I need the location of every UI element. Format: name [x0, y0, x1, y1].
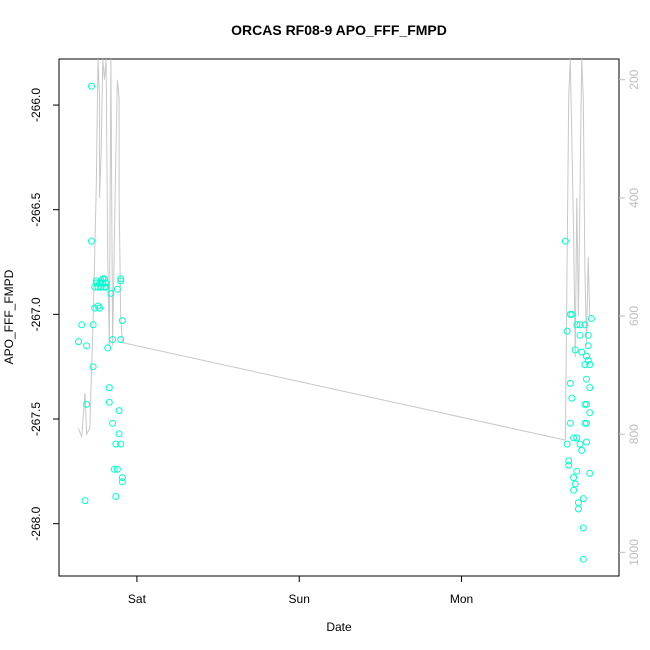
data-point	[117, 440, 125, 448]
data-point	[117, 336, 125, 343]
data-point	[102, 279, 110, 287]
data-point	[568, 310, 576, 318]
data-point	[586, 384, 594, 392]
chart-title: ORCAS RF08-9 APO_FFF_FMPD	[231, 22, 447, 38]
right-y-tick-label: 400	[627, 188, 641, 208]
x-tick-label: Sat	[128, 592, 147, 606]
series-line-0	[78, 59, 591, 441]
data-point	[579, 555, 587, 563]
data-point	[578, 446, 586, 454]
data-point	[583, 438, 590, 446]
data-point	[574, 505, 582, 513]
data-point	[586, 409, 594, 417]
plot-frame	[58, 58, 620, 577]
data-point	[571, 346, 579, 354]
x-axis-label: Date	[326, 620, 352, 634]
data-point	[112, 440, 120, 448]
data-point	[102, 283, 110, 291]
data-point	[565, 461, 573, 469]
data-point	[78, 321, 86, 329]
data-point	[570, 486, 578, 494]
data-point	[566, 379, 574, 387]
data-point	[581, 361, 589, 369]
data-point	[587, 315, 595, 322]
y-axis-label: APO_FFF_FMPD	[2, 269, 16, 364]
data-point	[568, 394, 576, 402]
y-tick-label: -266.5	[29, 192, 43, 226]
data-point	[118, 474, 126, 482]
data-point	[578, 348, 586, 356]
plot-area	[75, 59, 595, 563]
data-point	[573, 321, 581, 329]
data-point	[113, 285, 121, 293]
y-tick-label: -266.0	[29, 88, 43, 122]
data-point	[583, 419, 590, 427]
data-point	[88, 237, 95, 245]
data-point	[570, 474, 578, 482]
data-point	[109, 419, 117, 427]
data-point	[117, 277, 125, 285]
data-point	[107, 289, 115, 297]
data-point	[584, 331, 592, 339]
data-point	[97, 283, 105, 291]
right-y-tick-label: 1000	[627, 539, 641, 566]
data-point	[583, 352, 590, 360]
data-point	[579, 524, 587, 532]
data-point	[100, 275, 108, 283]
data-point	[113, 465, 121, 473]
data-point	[565, 457, 573, 465]
data-point	[94, 302, 102, 310]
data-point	[563, 440, 571, 448]
data-point	[571, 480, 579, 488]
data-point	[118, 317, 126, 325]
data-point	[583, 375, 590, 383]
data-point	[89, 363, 97, 371]
data-point	[576, 440, 584, 448]
data-point	[89, 321, 97, 329]
data-point	[576, 331, 584, 339]
y-tick-label: -267.0	[29, 297, 43, 331]
x-tick-label: Sun	[289, 592, 310, 606]
data-point	[584, 342, 592, 350]
right-y-tick-label: 600	[627, 306, 641, 326]
data-point	[563, 327, 571, 335]
data-point	[579, 495, 587, 503]
x-tick-label: Mon	[450, 592, 473, 606]
data-point	[110, 465, 118, 473]
data-point	[570, 434, 578, 442]
data-point	[566, 419, 574, 427]
data-point	[105, 398, 113, 406]
data-point	[561, 237, 569, 245]
data-point	[573, 467, 581, 475]
x-axis: Sat Sun Mon	[128, 576, 473, 606]
data-point	[586, 361, 594, 369]
data-point	[75, 338, 82, 346]
data-point	[573, 434, 581, 442]
y-axis: -266.0 -266.5 -267.0 -267.5 -268.0	[29, 88, 59, 541]
data-point	[115, 430, 123, 438]
data-point	[96, 304, 104, 312]
y-tick-label: -268.0	[29, 506, 43, 540]
data-point	[83, 400, 91, 408]
data-point	[88, 82, 95, 90]
data-point	[117, 275, 125, 283]
data-point	[581, 321, 589, 329]
data-point	[583, 400, 590, 408]
data-point	[105, 384, 113, 392]
y-tick-label: -267.5	[29, 402, 43, 436]
data-point	[118, 478, 126, 486]
data-point	[104, 344, 112, 352]
data-point	[576, 321, 584, 329]
data-point	[81, 497, 89, 505]
data-point	[586, 469, 594, 477]
data-point	[115, 407, 123, 415]
data-point	[112, 493, 120, 500]
data-point	[584, 356, 592, 364]
data-point	[83, 342, 91, 350]
right-y-tick-label: 800	[627, 424, 641, 444]
right-y-axis: 200 400 600 800 1000	[619, 69, 641, 566]
right-y-tick-label: 200	[627, 69, 641, 89]
data-point	[109, 336, 117, 343]
